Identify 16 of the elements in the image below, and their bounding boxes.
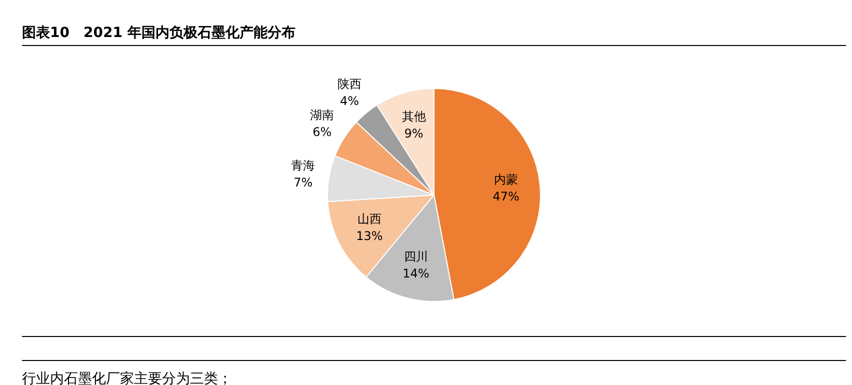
slice-label: 陕西 <box>338 77 362 92</box>
slice-label: 四川 <box>404 249 428 264</box>
data-label: 6% <box>312 125 332 140</box>
data-label: 9% <box>404 126 424 141</box>
data-label: 47% <box>492 189 520 204</box>
text: 行业内石墨化厂家主要分为三类； <box>22 370 232 385</box>
data-label: 14% <box>402 266 430 280</box>
data-label: 13% <box>356 229 383 244</box>
slice-label: 其他 <box>402 110 426 124</box>
data-label: 4% <box>340 94 360 108</box>
slice-label: 湖南 <box>310 108 334 122</box>
slice-label: 青海 <box>291 158 316 172</box>
text: 图表10 2021 年国内负极石墨化产能分布 <box>22 24 846 46</box>
slice-label: 山西 <box>357 212 382 226</box>
slice-label: 内蒙 <box>494 172 518 186</box>
data-label: 7% <box>294 175 313 190</box>
